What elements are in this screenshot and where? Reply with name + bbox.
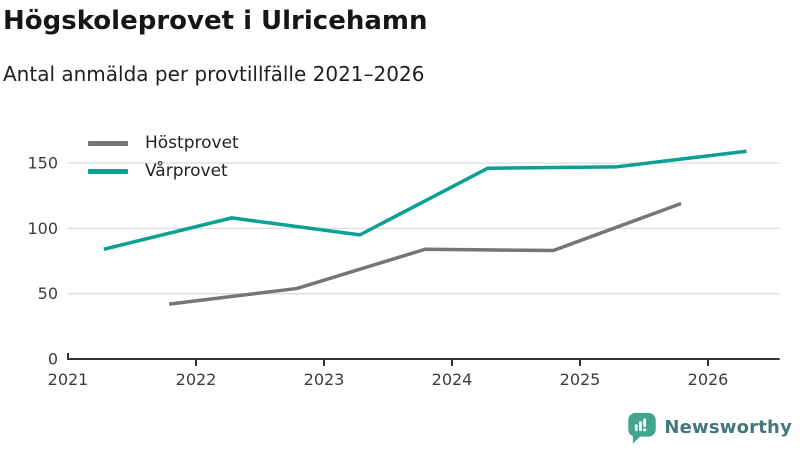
legend-item-hostprovet: Höstprovet bbox=[88, 133, 239, 154]
legend-swatch-varprovet bbox=[88, 169, 128, 174]
chart-legend: Höstprovet Vårprovet bbox=[88, 133, 239, 182]
legend-label-varprovet: Vårprovet bbox=[145, 161, 228, 181]
chart-title: Högskoleprovet i Ulricehamn bbox=[3, 6, 428, 36]
y-tick-label: 100 bbox=[27, 219, 58, 238]
line-chart-plot: 0 50 100 150 2021 2022 2023 2024 2025 2026 bbox=[27, 149, 780, 389]
x-tick-label: 2022 bbox=[176, 370, 217, 389]
x-tick-label: 2025 bbox=[560, 370, 601, 389]
y-tick-label: 0 bbox=[48, 350, 58, 369]
x-tick-label: 2026 bbox=[688, 370, 729, 389]
x-axis-line bbox=[67, 353, 780, 360]
y-tick-label: 150 bbox=[27, 154, 58, 173]
x-tick-label: 2023 bbox=[304, 370, 345, 389]
series-line-höstprovet bbox=[168, 201, 682, 306]
newsworthy-icon bbox=[628, 412, 657, 444]
series-line-vårprovet bbox=[103, 149, 747, 251]
legend-swatch-hostprovet bbox=[88, 141, 128, 146]
chart-subtitle: Antal anmälda per provtillfälle 2021–202… bbox=[3, 62, 425, 86]
newsworthy-wordmark: Newsworthy bbox=[664, 417, 792, 438]
x-tick-label: 2021 bbox=[48, 370, 89, 389]
legend-item-varprovet: Vårprovet bbox=[88, 161, 239, 182]
x-tick-label: 2024 bbox=[432, 370, 473, 389]
newsworthy-logo: Newsworthy bbox=[627, 411, 792, 444]
y-tick-label: 50 bbox=[38, 284, 58, 303]
legend-label-hostprovet: Höstprovet bbox=[145, 133, 239, 153]
